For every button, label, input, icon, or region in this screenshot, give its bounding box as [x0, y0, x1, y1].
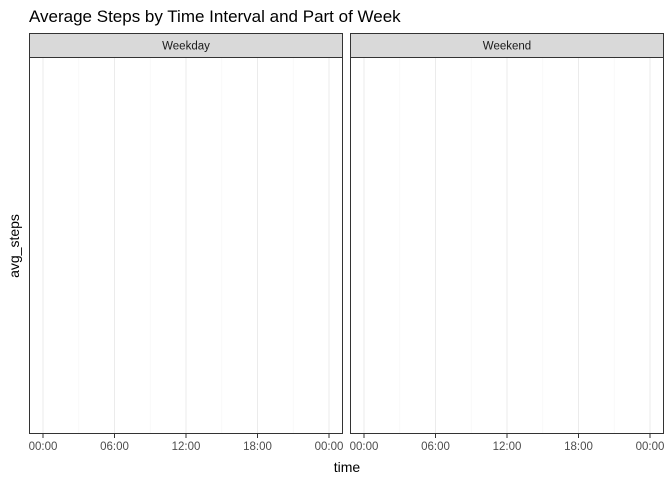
x-tick-label: 12:00: [493, 441, 522, 453]
x-tick-label: 00:00: [350, 441, 379, 453]
x-tick-label: 06:00: [100, 441, 129, 453]
facet-panels: Weekday 00:00 06:00 12:00 18:00 00:00 Weekend 0…: [29, 34, 665, 454]
x-axis-title: time: [334, 459, 361, 475]
x-tick-label: 00:00: [29, 441, 58, 453]
chart-title: Average Steps by Time Interval and Part …: [29, 7, 401, 26]
y-axis-title: avg_steps: [6, 214, 22, 278]
facet-strip-label: Weekday: [162, 41, 210, 53]
facet-panel-weekend: Weekend 00:00 06:00 12:00 18:00 00:00: [350, 34, 665, 454]
x-tick-label: 06:00: [421, 441, 450, 453]
x-tick-label: 18:00: [243, 441, 272, 453]
facet-panel-weekday: Weekday 00:00 06:00 12:00 18:00 00:00: [29, 34, 344, 454]
x-tick-label: 18:00: [564, 441, 593, 453]
x-tick-label: 00:00: [636, 441, 665, 453]
x-tick-label: 12:00: [172, 441, 201, 453]
facet-strip-label: Weekend: [483, 41, 531, 53]
x-tick-label: 00:00: [315, 441, 344, 453]
